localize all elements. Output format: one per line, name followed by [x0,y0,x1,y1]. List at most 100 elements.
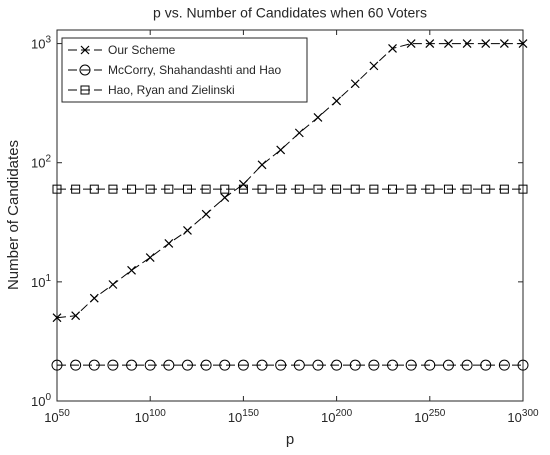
legend-label: McCorry, Shahandashti and Hao [108,63,282,77]
marker [275,359,287,371]
marker [444,39,453,48]
marker [461,359,473,371]
marker [388,184,398,194]
chart-title: p vs. Number of Candidates when 60 Voter… [153,5,427,21]
legend-marker [80,45,90,55]
marker [350,79,360,89]
marker [256,359,268,371]
y-axis-label: Number of Candidates [5,140,22,290]
legend: Our Scheme McCorry, Shahandashti and Hao H… [61,37,308,103]
marker [89,293,99,303]
marker [480,359,492,371]
marker [89,184,99,194]
marker [126,359,138,371]
series-line [56,43,523,319]
marker [88,359,100,371]
marker [293,359,305,371]
marker [313,184,323,194]
marker [313,112,323,122]
x-tick-label: 10150 [228,408,260,426]
marker [368,359,380,371]
y-tick-label: 103 [31,34,51,52]
marker [369,61,379,71]
marker [388,44,397,53]
marker [312,359,324,371]
marker [349,359,361,371]
x-axis-label: p [286,431,294,448]
x-tick-label: 1050 [44,408,70,426]
marker [462,184,472,194]
marker [164,184,174,194]
marker [108,280,118,289]
marker [276,184,286,194]
marker [406,39,416,48]
marker [71,311,81,321]
marker [201,184,211,194]
marker [238,184,248,194]
marker [332,184,342,194]
marker [425,39,435,48]
marker [481,184,491,194]
marker [238,179,248,189]
marker [219,359,231,371]
marker [51,359,63,371]
legend-marker [80,85,90,95]
marker [350,184,360,194]
marker [145,184,155,194]
marker [145,253,155,262]
marker [387,359,399,371]
legend-marker [79,64,91,76]
marker [499,184,509,194]
marker [181,359,193,371]
legend-label: Hao, Ryan and Zielinski [108,83,235,97]
marker [369,184,379,194]
marker [107,359,119,371]
marker [108,184,118,194]
x-tick-label: 10100 [135,408,167,426]
y-tick-label: 100 [31,392,51,410]
marker [518,184,528,194]
marker [200,359,212,371]
marker [163,359,175,371]
marker [406,184,416,194]
marker [294,184,304,194]
marker [182,184,192,194]
legend-label: Our Scheme [108,43,176,57]
marker [517,359,529,371]
marker [183,226,192,235]
marker [405,359,417,371]
marker [220,184,230,194]
marker [518,39,528,48]
marker [462,39,472,48]
marker [443,184,453,194]
marker [442,359,454,371]
marker [52,313,62,323]
marker [237,359,249,371]
x-tick-label: 10250 [414,408,446,426]
marker [331,359,343,371]
marker [498,359,510,371]
marker [257,160,267,170]
marker [499,39,509,48]
marker [276,145,286,155]
marker [294,128,304,138]
marker [52,184,62,194]
marker [127,184,137,194]
x-tick-label: 10200 [321,408,353,426]
marker [481,39,491,48]
marker [70,359,82,371]
marker [71,184,81,194]
marker [220,193,230,202]
legend-box [61,37,308,103]
marker [425,184,435,194]
x-tick-label: 10300 [507,408,539,426]
y-tick-label: 101 [31,272,51,290]
marker [164,239,174,248]
marker [144,359,156,371]
marker [201,209,211,219]
y-tick-label: 102 [31,153,51,171]
marker [424,359,436,371]
marker [127,265,136,275]
marker [332,96,342,106]
